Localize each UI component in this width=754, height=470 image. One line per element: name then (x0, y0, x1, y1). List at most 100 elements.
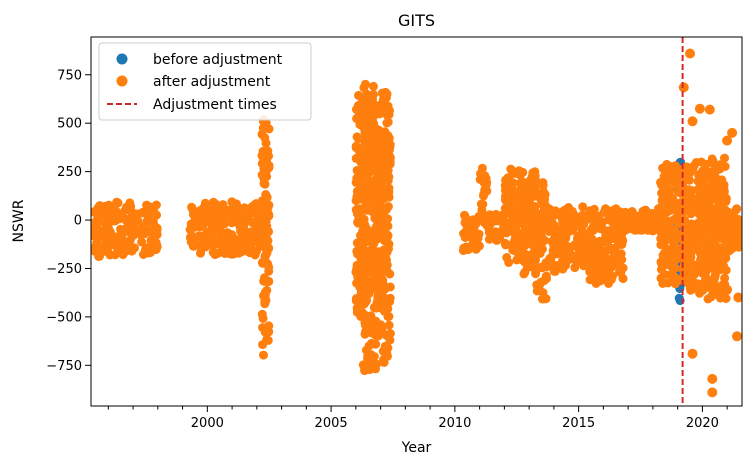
x-tick-label: 2005 (315, 416, 348, 431)
after-point (668, 262, 678, 272)
after-point (232, 247, 242, 257)
after-outlier-point (722, 135, 733, 146)
after-point (551, 231, 561, 241)
after-point (198, 206, 208, 216)
after-point (735, 237, 742, 247)
after-outlier-point (685, 48, 695, 59)
after-point (250, 200, 260, 210)
after-point (202, 227, 212, 237)
after-point (508, 167, 518, 177)
y-tick-label: −250 (46, 262, 82, 277)
after-point (666, 197, 676, 207)
after-outlier-point (733, 292, 742, 303)
after-point (113, 198, 123, 208)
after-point (94, 208, 104, 218)
after-point (475, 211, 485, 221)
y-tick-label: 0 (74, 214, 82, 229)
after-point (660, 248, 670, 258)
after-point (623, 209, 633, 219)
after-point (646, 216, 656, 226)
after-outlier-point (694, 103, 705, 114)
after-point (384, 239, 394, 249)
after-point (351, 296, 361, 306)
after-point (673, 217, 683, 227)
after-point (671, 166, 681, 176)
after-point (264, 163, 274, 173)
after-point (363, 254, 373, 264)
after-point (380, 341, 390, 351)
after-point (604, 245, 613, 255)
after-point (570, 263, 580, 273)
after-point (538, 178, 548, 188)
after-point (372, 298, 382, 308)
after-point (716, 201, 726, 211)
after-outlier-point (714, 255, 725, 266)
after-point (540, 189, 550, 199)
after-point (589, 204, 599, 214)
after-outlier-point (642, 224, 653, 235)
after-point (371, 149, 381, 159)
after-point (606, 232, 616, 242)
after-point (381, 87, 391, 97)
after-point (246, 217, 256, 227)
after-point (689, 161, 699, 171)
after-point (711, 209, 720, 219)
y-tick-label: 250 (57, 165, 82, 180)
x-tick-label: 2000 (191, 416, 224, 431)
after-point (601, 204, 611, 214)
after-point (142, 243, 152, 253)
after-point (142, 225, 152, 235)
after-point (535, 279, 545, 289)
after-point (91, 218, 97, 228)
x-axis-ticks: 2000 2005 2010 2015 2020 (107, 406, 728, 431)
after-point (371, 222, 381, 232)
after-point (355, 263, 365, 273)
after-point (264, 276, 274, 286)
x-axis-label: Year (401, 440, 432, 456)
after-point (688, 283, 698, 293)
after-point (376, 289, 385, 299)
after-point (532, 286, 542, 296)
after-point (188, 205, 198, 215)
after-point (617, 240, 627, 249)
y-axis-label: NSWR (11, 199, 27, 242)
after-point (257, 129, 267, 139)
legend-label-adjustment: Adjustment times (153, 97, 277, 113)
after-point (375, 194, 385, 204)
after-point (385, 142, 395, 152)
after-point (239, 222, 249, 232)
after-point (384, 320, 394, 330)
after-point (720, 153, 729, 163)
after-point (535, 248, 545, 258)
after-point (260, 251, 270, 261)
after-point (508, 179, 517, 189)
after-point (120, 227, 130, 237)
after-point (217, 216, 227, 226)
after-point (570, 253, 580, 263)
after-point (368, 81, 378, 91)
after-point (383, 117, 393, 127)
data-points (91, 48, 742, 398)
after-point (382, 260, 392, 270)
after-point (360, 192, 370, 202)
after-point (383, 110, 392, 120)
after-point (261, 138, 271, 148)
after-point (361, 223, 371, 233)
after-point (727, 227, 737, 237)
after-point (641, 205, 650, 215)
after-point (618, 274, 628, 284)
after-point (517, 208, 527, 217)
after-point (735, 224, 742, 234)
after-point (196, 248, 205, 258)
after-point (371, 339, 381, 349)
after-point (657, 229, 667, 239)
after-point (263, 259, 273, 269)
x-tick-label: 2010 (438, 416, 471, 431)
after-point (558, 207, 568, 217)
after-point (711, 269, 720, 279)
after-point (359, 312, 369, 322)
after-point (522, 262, 532, 272)
after-point (243, 229, 253, 239)
after-point (385, 335, 395, 345)
after-point (521, 214, 531, 224)
